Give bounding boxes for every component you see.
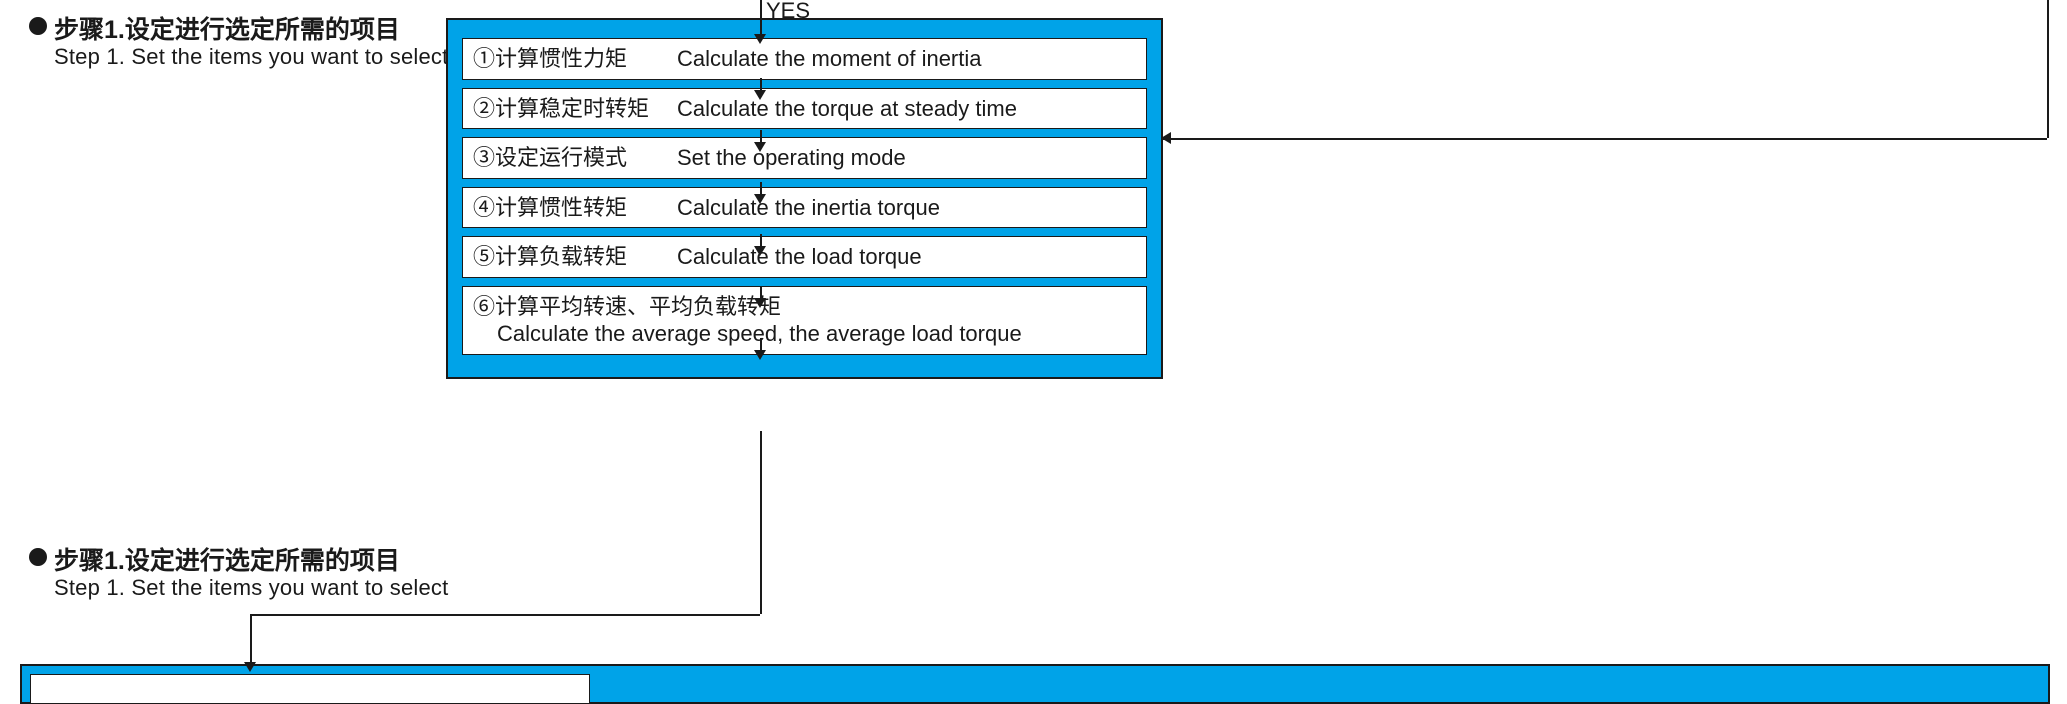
calc-step-cn: ③设定运行模式 xyxy=(473,144,673,172)
calc-step-cn: ④计算惯性转矩 xyxy=(473,194,673,222)
calc-step-cn: ⑤计算负载转矩 xyxy=(473,243,673,271)
calc-step-row: ①计算惯性力矩Calculate the moment of inertia xyxy=(462,38,1147,80)
calc-step-row: ⑤计算负载转矩Calculate the load torque xyxy=(462,236,1147,278)
calc-step-cn: ②计算稳定时转矩 xyxy=(473,95,673,123)
calc-step-en: Set the operating mode xyxy=(677,144,906,172)
calc-step-en: Calculate the average speed, the average… xyxy=(497,320,1136,348)
calc-step-en: Calculate the inertia torque xyxy=(677,194,940,222)
bottom-white-box xyxy=(30,674,590,704)
calc-step-row: ④计算惯性转矩Calculate the inertia torque xyxy=(462,187,1147,229)
bullet-icon xyxy=(29,17,47,35)
calc-step-cn: ⑥计算平均转速、平均负载转矩 xyxy=(473,294,781,319)
step1-title-en: Step 1. Set the items you want to select xyxy=(54,44,448,70)
step2-title-en: Step 1. Set the items you want to select xyxy=(54,575,448,601)
calc-step-row: ②计算稳定时转矩Calculate the torque at steady t… xyxy=(462,88,1147,130)
step1-title-cn: 步骤1.设定进行选定所需的项目 xyxy=(54,10,400,46)
calc-step-row: ③设定运行模式Set the operating mode xyxy=(462,137,1147,179)
calc-step-en: Calculate the load torque xyxy=(677,243,922,271)
calc-flow-box: ①计算惯性力矩Calculate the moment of inertia②计… xyxy=(446,18,1163,379)
calc-step-en: Calculate the moment of inertia xyxy=(677,45,982,73)
calc-step-cn: ①计算惯性力矩 xyxy=(473,45,673,73)
bullet-icon xyxy=(29,548,47,566)
calc-step-en: Calculate the torque at steady time xyxy=(677,95,1017,123)
calc-step-row: ⑥计算平均转速、平均负载转矩Calculate the average spee… xyxy=(462,286,1147,355)
step2-title-cn: 步骤1.设定进行选定所需的项目 xyxy=(54,541,400,577)
